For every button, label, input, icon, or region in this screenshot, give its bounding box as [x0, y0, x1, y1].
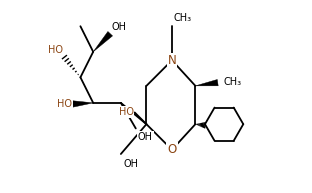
Text: OH: OH	[111, 22, 126, 32]
Text: OH: OH	[123, 159, 138, 169]
Polygon shape	[73, 101, 93, 107]
Text: N: N	[168, 54, 176, 67]
Polygon shape	[195, 80, 218, 86]
Text: CH₃: CH₃	[173, 13, 191, 23]
Text: OH: OH	[138, 132, 153, 142]
Text: HO: HO	[119, 107, 134, 117]
Text: CH₃: CH₃	[223, 77, 241, 87]
Text: O: O	[167, 143, 177, 156]
Text: HO: HO	[48, 45, 63, 55]
Text: HO: HO	[57, 99, 72, 109]
Polygon shape	[93, 31, 113, 52]
